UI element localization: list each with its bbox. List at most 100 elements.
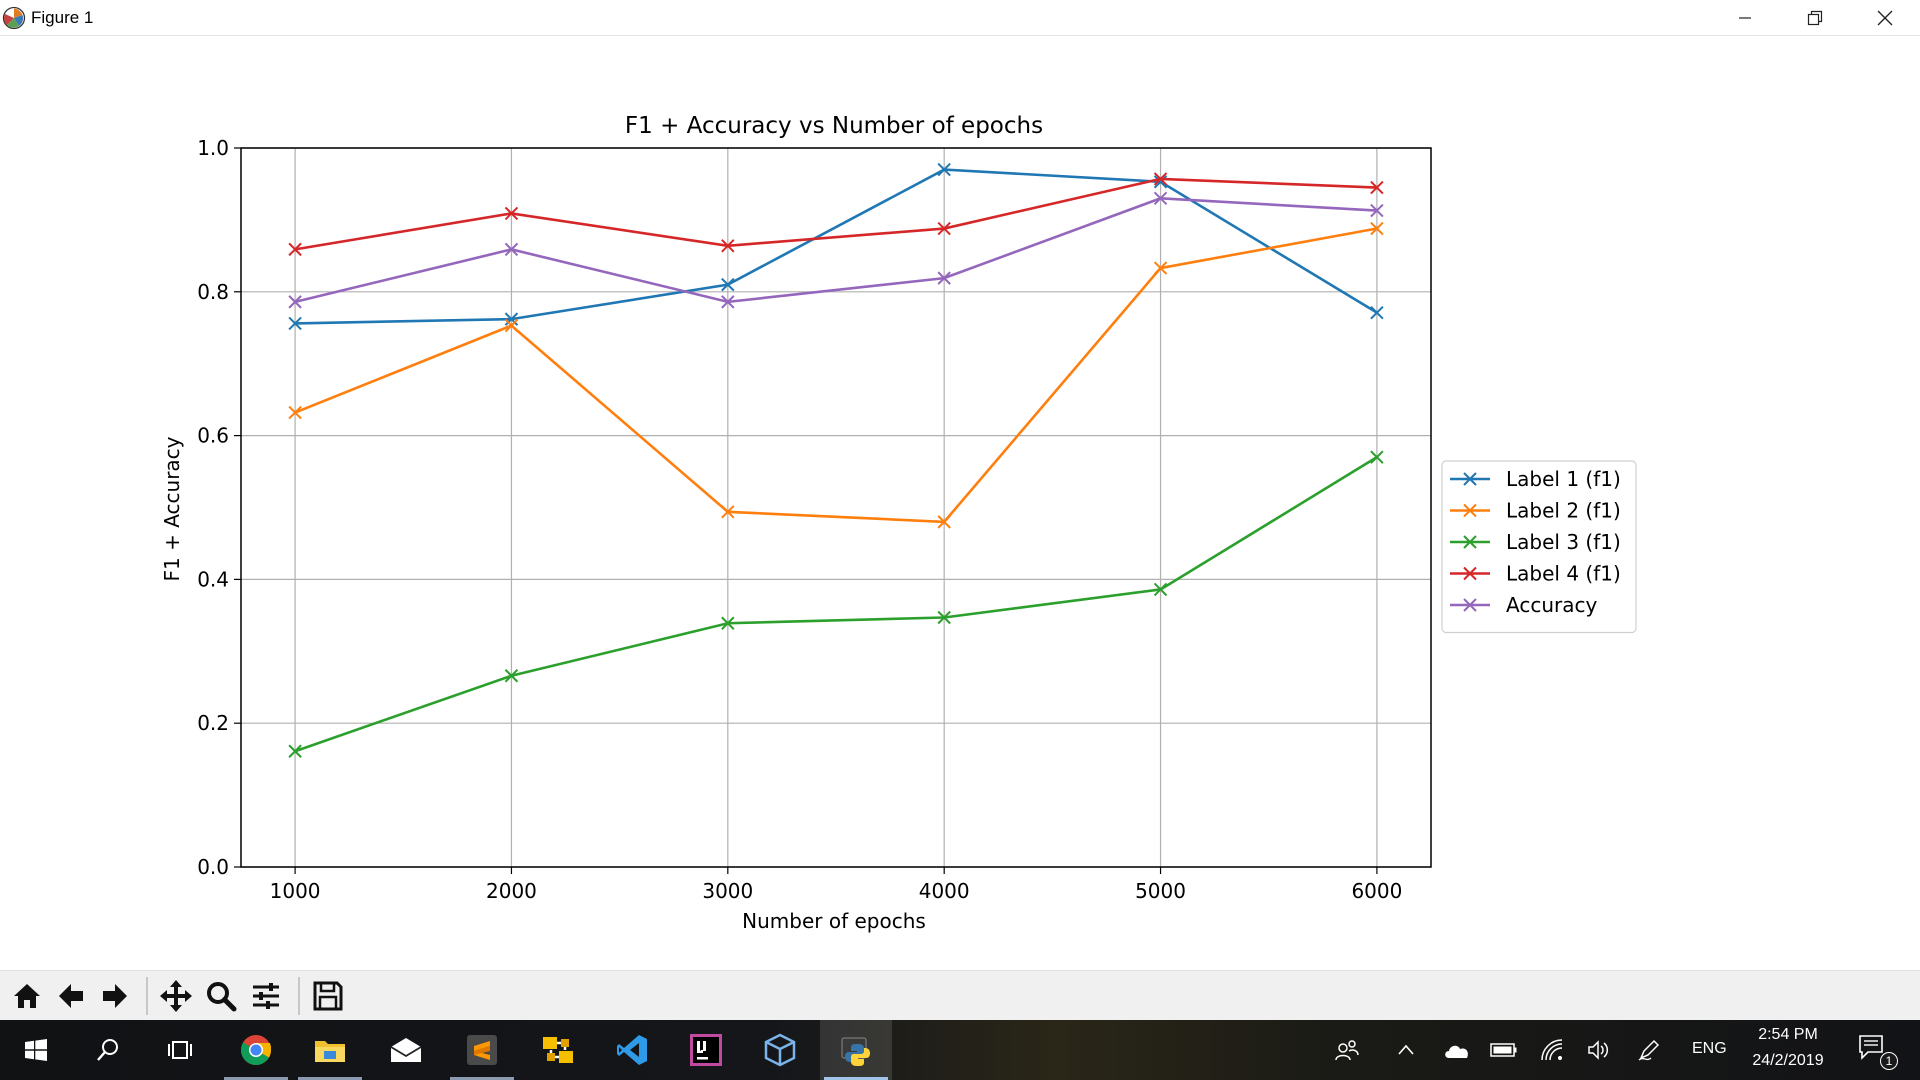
- file-explorer-icon: [315, 1041, 345, 1062]
- taskbar-app-winscp[interactable]: [522, 1020, 594, 1080]
- legend-marker: [1463, 598, 1477, 612]
- toolbar-separator: [146, 977, 148, 1015]
- window-titlebar: Figure 1: [0, 0, 1920, 36]
- close-button[interactable]: [1850, 0, 1920, 36]
- virtualbox-icon: [764, 1033, 796, 1067]
- start-icon: [25, 1039, 47, 1061]
- data-point: [937, 271, 951, 285]
- taskbar-app-python[interactable]: [820, 1020, 892, 1080]
- figure-canvas[interactable]: F1 + Accuracy vs Number of epochs 1000 20…: [0, 36, 1920, 970]
- onedrive-cloud-icon: [1445, 1045, 1468, 1058]
- series-line: [294, 456, 1378, 753]
- taskbar-app-sublime-text[interactable]: [446, 1020, 518, 1080]
- wifi-icon: [1541, 1039, 1563, 1061]
- data-point: [721, 295, 735, 309]
- taskbar-app-mail[interactable]: [370, 1020, 442, 1080]
- pen-workspace-button[interactable]: [1637, 1038, 1661, 1062]
- series-4: [288, 172, 1384, 257]
- maximize-button[interactable]: [1780, 0, 1850, 36]
- window-title: Figure 1: [31, 8, 94, 27]
- x-tick-label: 6000: [1351, 879, 1402, 903]
- data-point: [937, 162, 951, 177]
- minimize-icon: [1739, 17, 1751, 19]
- series-line: [294, 177, 1377, 251]
- back-icon: [59, 984, 83, 1008]
- volume-button[interactable]: [1587, 1038, 1611, 1062]
- data-point: [1153, 191, 1168, 206]
- save-button[interactable]: [307, 975, 349, 1017]
- data-point: [937, 515, 951, 529]
- clock-time[interactable]: 2:54 PM: [1758, 1026, 1818, 1043]
- save-icon: [313, 981, 343, 1011]
- pan-button[interactable]: [155, 975, 197, 1017]
- search-button[interactable]: [72, 1020, 144, 1080]
- taskbar-app-vscode[interactable]: [596, 1020, 668, 1080]
- data-point: [721, 616, 735, 630]
- toolbar-separator: [298, 977, 300, 1015]
- show-hidden-icons-button[interactable]: [1394, 1038, 1418, 1062]
- notification-icon: [1859, 1035, 1883, 1060]
- battery-button[interactable]: [1490, 1038, 1518, 1062]
- back-button[interactable]: [50, 975, 92, 1017]
- legend-label: Label 3 (f1): [1506, 530, 1621, 554]
- home-button[interactable]: [6, 975, 48, 1017]
- axis-ticks: 1000 2000 3000 4000 5000 6000 0.0 0.2 0.4 0.6 0.8 1…: [197, 136, 1402, 903]
- forward-icon: [103, 984, 127, 1008]
- legend-item: Label 2 (f1): [1450, 499, 1621, 523]
- zoom-button[interactable]: [200, 975, 242, 1017]
- taskbar-app-virtualbox[interactable]: [744, 1020, 816, 1080]
- legend-marker: [1463, 503, 1477, 518]
- pen-icon: [1638, 1039, 1660, 1061]
- series-line: [294, 227, 1378, 524]
- subplots-button[interactable]: [245, 975, 287, 1017]
- forward-button[interactable]: [94, 975, 136, 1017]
- clock-date[interactable]: 24/2/2019: [1752, 1052, 1824, 1069]
- search-icon: [97, 1039, 118, 1061]
- legend-label: Label 4 (f1): [1506, 562, 1621, 586]
- network-button[interactable]: [1540, 1038, 1564, 1062]
- data-point: [1370, 203, 1384, 218]
- taskbar-app-chrome[interactable]: [220, 1020, 292, 1080]
- series-3: [288, 450, 1384, 758]
- legend-item: Label 4 (f1): [1450, 562, 1621, 586]
- taskbar-app-intellij[interactable]: [670, 1020, 742, 1080]
- series-5: [288, 191, 1384, 309]
- taskbar-app-file-explorer[interactable]: [294, 1020, 366, 1080]
- legend-box: [1441, 460, 1637, 634]
- legend-marker: [1463, 566, 1477, 581]
- x-tick-label: 5000: [1135, 879, 1186, 903]
- restore-icon: [1807, 10, 1823, 26]
- people-button[interactable]: [1335, 1038, 1359, 1062]
- task-view-button[interactable]: [144, 1020, 216, 1080]
- taskbar: ENG 2:54 PM 24/2/2019 1: [0, 1020, 1920, 1080]
- data-point: [288, 295, 302, 309]
- x-tick-label: 1000: [270, 879, 321, 903]
- series-2: [288, 221, 1384, 529]
- plot-frame: [240, 147, 1432, 868]
- data-point: [937, 610, 951, 625]
- chrome-icon: [240, 1035, 272, 1066]
- mail-icon: [390, 1038, 422, 1062]
- series-lines: [288, 162, 1384, 758]
- data-point: [504, 312, 519, 326]
- onedrive-button[interactable]: [1442, 1038, 1472, 1062]
- data-point: [1153, 172, 1168, 186]
- legend-label: Label 2 (f1): [1506, 499, 1621, 523]
- data-point: [1370, 450, 1384, 464]
- input-language[interactable]: ENG: [1692, 1040, 1727, 1057]
- y-tick-label: 0.6: [197, 424, 229, 448]
- python-icon: [841, 1037, 870, 1066]
- data-point: [721, 239, 735, 253]
- x-tick-label: 4000: [919, 879, 970, 903]
- series-1: [288, 162, 1384, 331]
- start-button[interactable]: [0, 1020, 72, 1080]
- data-point: [288, 405, 302, 420]
- line-chart: F1 + Accuracy vs Number of epochs 1000 20…: [160, 113, 1637, 933]
- data-point: [1153, 261, 1168, 275]
- action-center-button[interactable]: 1: [1858, 1034, 1898, 1070]
- minimize-button[interactable]: [1710, 0, 1780, 36]
- data-point: [288, 242, 302, 257]
- task-view-icon: [168, 1041, 192, 1059]
- x-axis-label: Number of epochs: [742, 909, 926, 933]
- data-point: [504, 318, 519, 333]
